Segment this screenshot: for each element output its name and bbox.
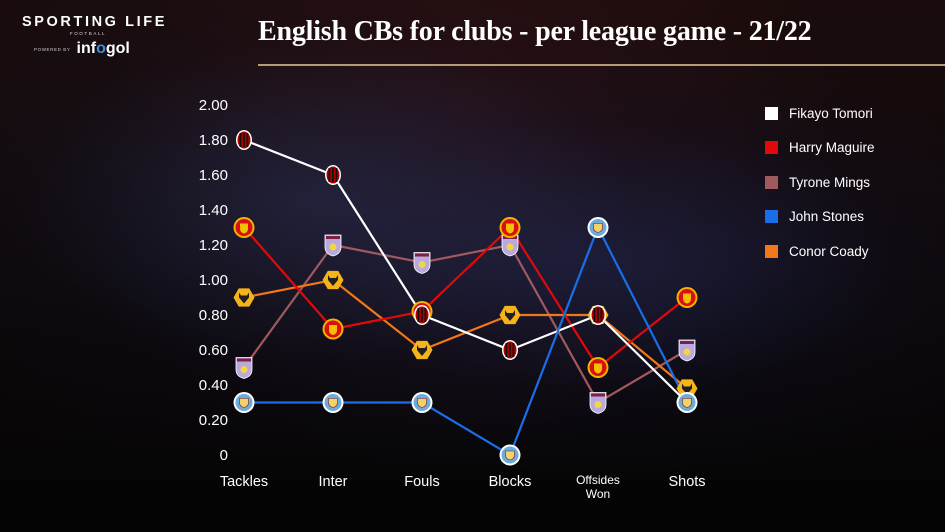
y-tick-label: 0 bbox=[220, 447, 228, 464]
y-tick-label: 1.20 bbox=[199, 237, 228, 254]
title-divider bbox=[258, 64, 945, 66]
y-tick-label: 0.40 bbox=[199, 377, 228, 394]
chart-title: English CBs for clubs - per league game … bbox=[258, 16, 812, 47]
club-badge-icon bbox=[676, 392, 698, 413]
legend-item: Tyrone Mings bbox=[765, 165, 875, 200]
club-badge-icon bbox=[235, 357, 253, 379]
y-tick-label: 1.00 bbox=[199, 272, 228, 289]
club-badge-icon bbox=[590, 305, 606, 325]
club-badge-icon bbox=[324, 234, 342, 257]
legend-item: Fikayo Tomori bbox=[765, 96, 875, 131]
powered-by: POWERED BY infogol bbox=[34, 40, 167, 58]
y-axis: 2.00 1.80 1.60 1.40 1.20 1.00 0.80 0.60 0.40 0.20… bbox=[199, 97, 228, 464]
club-badge-icon bbox=[589, 392, 607, 414]
club-badge-icon bbox=[499, 444, 521, 466]
club-badge-icon bbox=[233, 392, 255, 413]
club-badge-icon bbox=[414, 305, 430, 325]
club-badge-icon bbox=[322, 270, 344, 290]
legend-item: Conor Coady bbox=[765, 234, 875, 269]
legend-item: Harry Maguire bbox=[765, 131, 875, 166]
y-tick-label: 1.80 bbox=[199, 132, 228, 149]
club-badge-icon bbox=[325, 165, 341, 185]
club-badge-icon bbox=[499, 217, 521, 238]
club-badge-icon bbox=[411, 392, 433, 413]
x-tick-label: Shots bbox=[668, 474, 705, 490]
y-tick-label: 1.60 bbox=[199, 167, 228, 184]
legend-swatch bbox=[765, 175, 778, 189]
series-markers bbox=[233, 130, 698, 466]
y-tick-label: 1.40 bbox=[199, 202, 228, 219]
club-badge-icon bbox=[499, 305, 521, 325]
club-badge-icon bbox=[322, 318, 344, 340]
series-line bbox=[243, 278, 688, 390]
club-badge-icon bbox=[587, 357, 609, 378]
club-badge-icon bbox=[322, 392, 344, 413]
x-tick-label: Offsides bbox=[576, 473, 620, 487]
series-line bbox=[243, 225, 688, 370]
infogol-logo: infogol bbox=[76, 40, 130, 57]
y-tick-label: 0.60 bbox=[199, 342, 228, 359]
club-badge-icon bbox=[233, 217, 255, 238]
series-line bbox=[243, 243, 688, 405]
club-badge-icon bbox=[676, 287, 698, 308]
legend-item: John Stones bbox=[765, 200, 875, 235]
brand-logo: SPORTING LIFE FOOTBALL POWERED BY infogo… bbox=[22, 14, 167, 58]
club-badge-icon bbox=[502, 340, 518, 360]
brand-name: SPORTING LIFE bbox=[22, 14, 167, 30]
club-badge-icon bbox=[587, 217, 609, 238]
club-badge-icon bbox=[678, 339, 696, 362]
legend-swatch bbox=[765, 210, 778, 224]
y-tick-label: 2.00 bbox=[199, 97, 228, 114]
x-tick-label: Inter bbox=[318, 474, 347, 490]
club-badge-icon bbox=[676, 379, 698, 398]
club-badge-icon bbox=[411, 340, 433, 360]
club-badge-icon bbox=[233, 288, 255, 307]
club-badge-icon bbox=[501, 234, 519, 257]
series-line bbox=[243, 138, 688, 404]
legend-swatch bbox=[765, 244, 778, 258]
y-tick-label: 0.80 bbox=[199, 307, 228, 324]
y-tick-label: 0.20 bbox=[199, 412, 228, 429]
legend-swatch bbox=[765, 141, 778, 155]
club-badge-icon bbox=[236, 130, 252, 150]
series-line bbox=[244, 224, 688, 457]
x-tick-label: Fouls bbox=[404, 474, 439, 490]
x-tick-label: Won bbox=[586, 487, 610, 501]
club-badge-icon bbox=[413, 252, 431, 274]
x-tick-label: Tackles bbox=[220, 474, 268, 490]
legend-swatch bbox=[765, 106, 778, 120]
powered-by-label: POWERED BY bbox=[34, 46, 71, 52]
x-tick-label: Blocks bbox=[489, 474, 532, 490]
legend: Fikayo Tomori Harry Maguire Tyrone Mings… bbox=[765, 96, 875, 269]
series-lines bbox=[243, 138, 688, 457]
brand-sub: FOOTBALL bbox=[69, 31, 107, 36]
